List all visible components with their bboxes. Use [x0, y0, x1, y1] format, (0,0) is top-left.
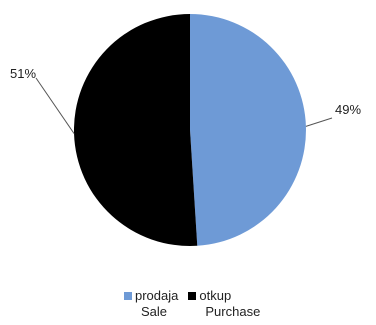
legend-label-prodaja: prodaja	[135, 288, 179, 303]
data-label-prodaja: 49%	[335, 102, 361, 117]
legend-swatch-prodaja	[124, 292, 132, 300]
data-label-otkup: 51%	[10, 66, 36, 81]
pie-slice-prodaja	[190, 14, 306, 246]
legend-item-otkup: otkup Purchase	[188, 288, 260, 320]
leader-line-otkup	[35, 77, 75, 134]
pie-slices	[73, 13, 306, 246]
leader-line-prodaja	[305, 117, 333, 127]
legend-label-sale: Sale	[141, 304, 168, 319]
legend-label-otkup: otkup	[199, 288, 232, 303]
legend-label-purchase: Purchase	[205, 304, 261, 319]
leader-lines	[35, 77, 333, 134]
pie-slice-otkup	[73, 13, 198, 246]
legend: prodaja Sale otkup Purchase	[124, 288, 260, 320]
legend-item-prodaja: prodaja Sale	[124, 288, 178, 320]
legend-swatch-otkup	[188, 292, 197, 300]
